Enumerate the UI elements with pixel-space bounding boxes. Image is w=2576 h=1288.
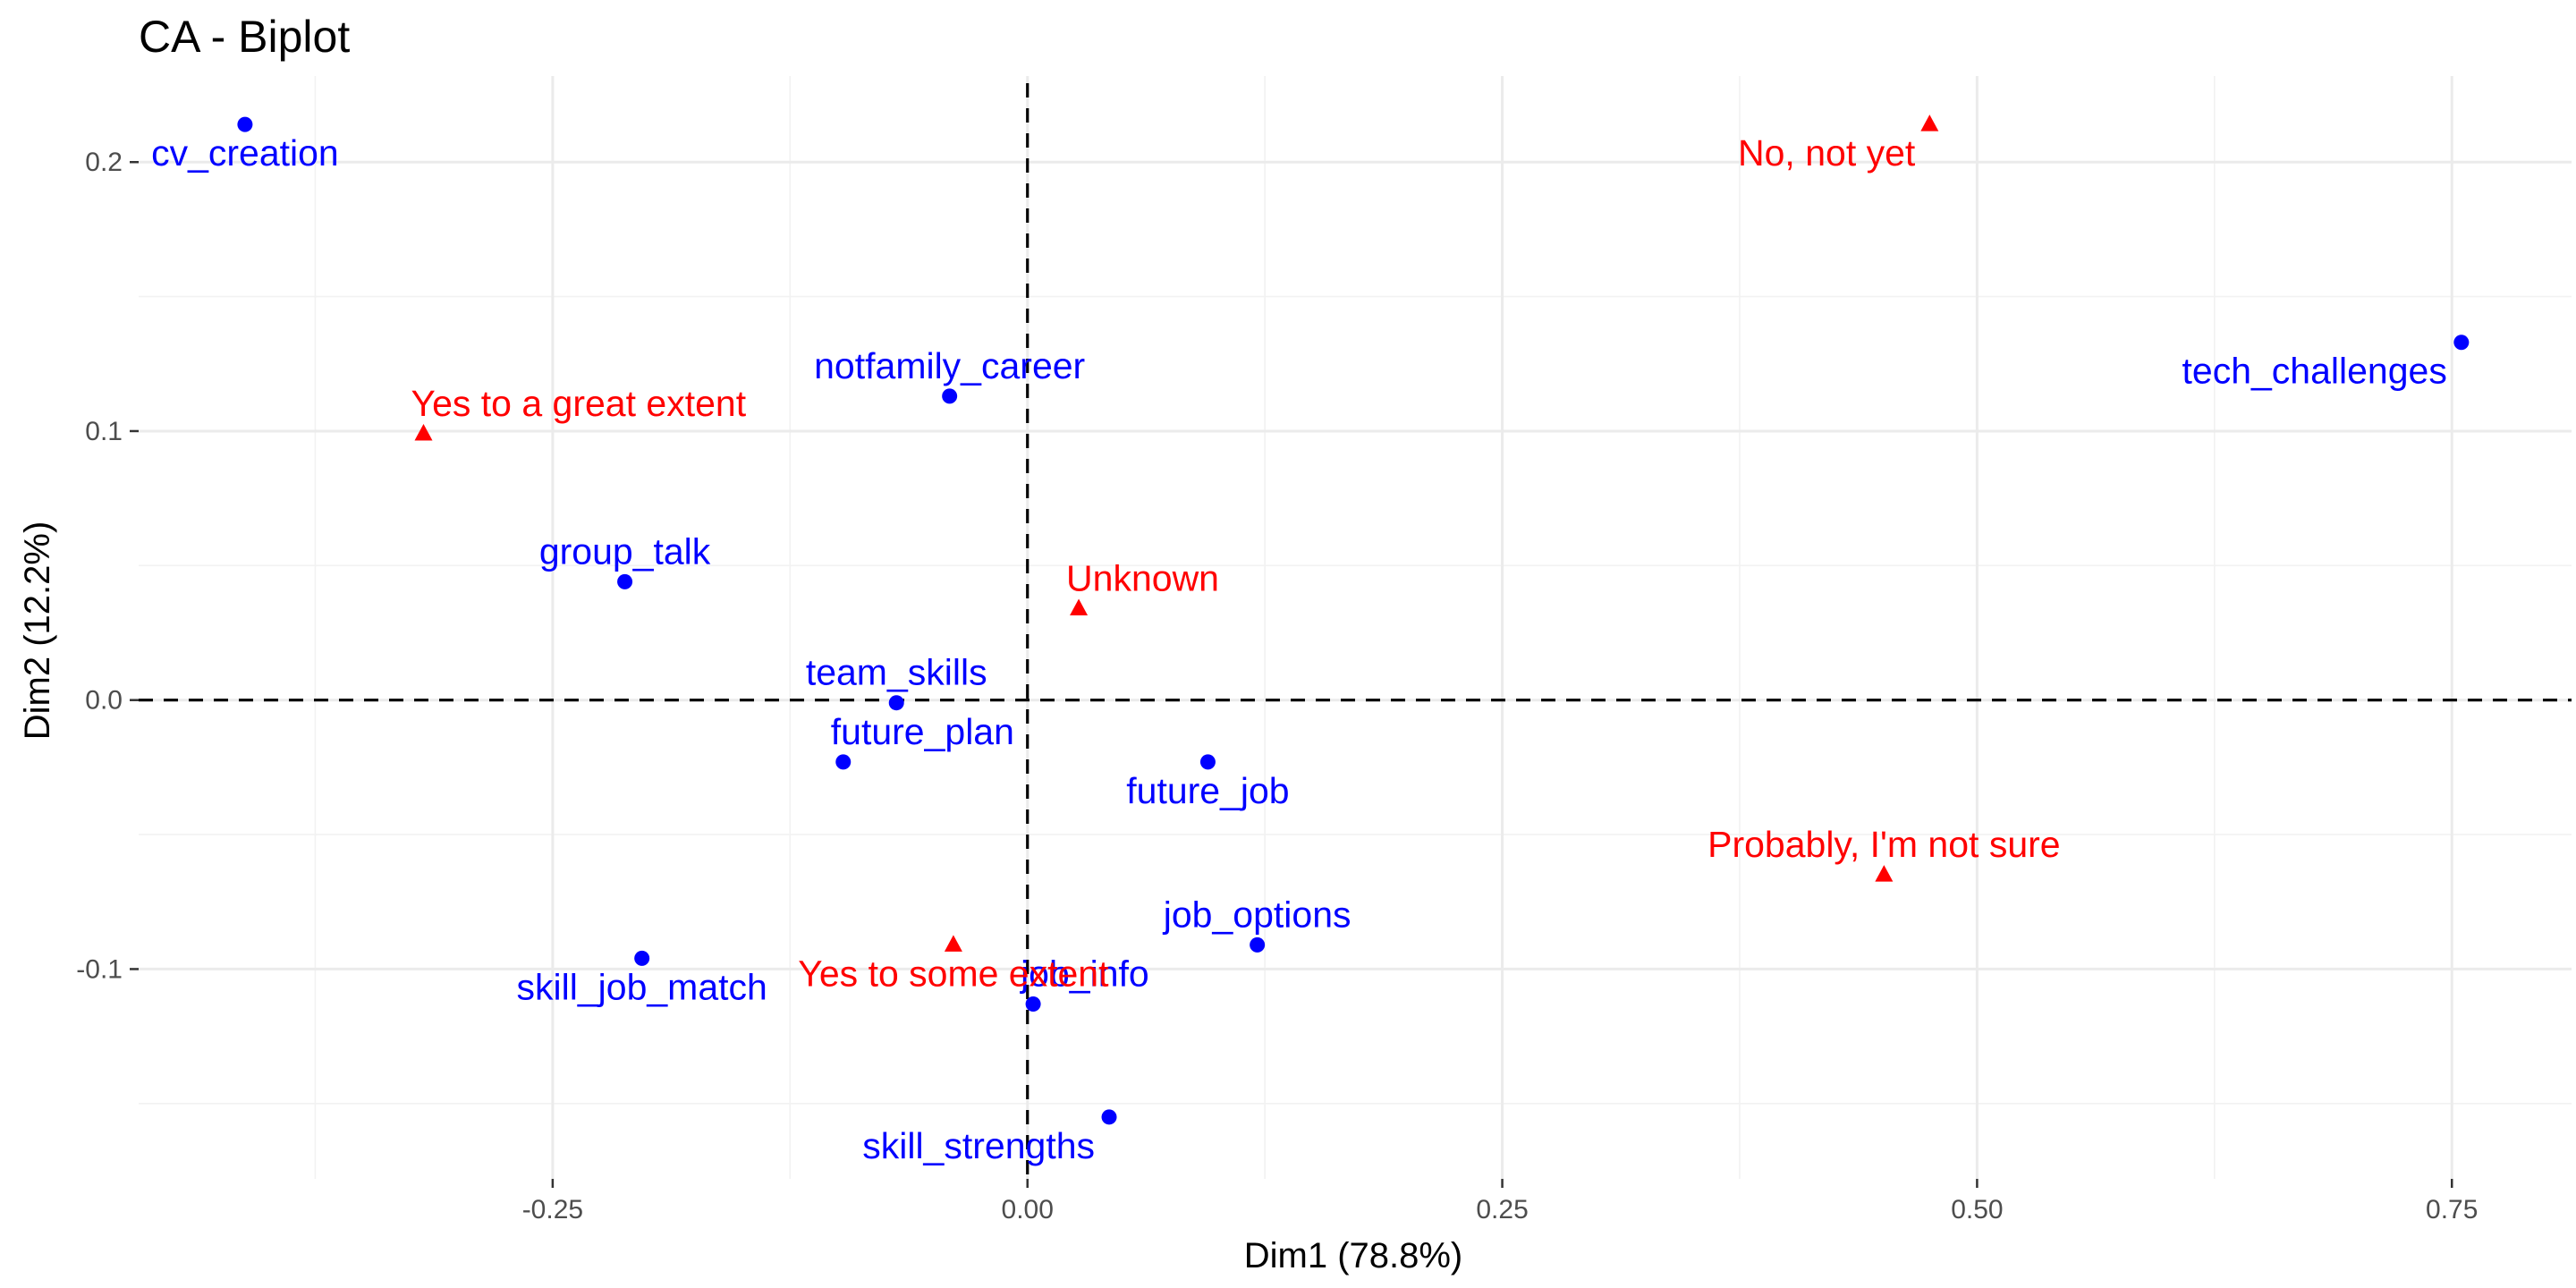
chart-title: CA - Biplot — [139, 12, 350, 62]
point-label: Unknown — [1066, 557, 1219, 598]
point-label: job_info — [1020, 953, 1149, 995]
circle-point — [835, 754, 852, 770]
triangle-point — [944, 935, 962, 952]
circle-point — [617, 573, 633, 589]
point-label: future_job — [1126, 770, 1289, 811]
x-tick-label: 0.50 — [1951, 1195, 2003, 1224]
circle-point — [634, 950, 650, 966]
point-label: Yes to some extent — [798, 953, 1109, 994]
data-points — [237, 114, 2470, 1125]
y-axis-title: Dim2 (12.2%) — [18, 521, 57, 741]
triangle-point — [1875, 865, 1894, 882]
y-tick-label: -0.1 — [76, 954, 123, 984]
point-label: future_plan — [831, 711, 1014, 752]
x-tick-label: 0.00 — [1002, 1195, 1054, 1224]
axis-ticks: -0.25 0.00 0.25 0.50 0.75 -0.1 0.0 0.1 0.2 — [76, 148, 2478, 1224]
point-label: tech_challenges — [2182, 351, 2447, 392]
circle-point — [2453, 335, 2470, 351]
y-tick-label: 0.0 — [85, 686, 123, 716]
grid — [139, 76, 2572, 1179]
point-label: Probably, I'm not sure — [1707, 824, 2060, 865]
reference-lines — [139, 83, 2572, 1179]
point-label: skill_strengths — [862, 1125, 1095, 1166]
point-label: Yes to a great extent — [411, 383, 747, 424]
triangle-point — [1070, 598, 1089, 615]
circle-point — [1101, 1109, 1117, 1125]
y-tick-label: 0.2 — [85, 148, 123, 177]
point-label: skill_job_match — [517, 966, 767, 1007]
circle-point — [237, 116, 253, 132]
point-labels: cv_creation tech_challenges notfamily_care… — [151, 132, 2447, 1166]
circle-point — [1250, 936, 1266, 953]
y-tick-label: 0.1 — [85, 417, 123, 446]
point-label: No, not yet — [1738, 132, 1916, 174]
x-axis-title: Dim1 (78.8%) — [1244, 1236, 1463, 1275]
circle-point — [888, 695, 904, 711]
circle-point — [1199, 754, 1216, 770]
x-tick-label: -0.25 — [522, 1195, 583, 1224]
triangle-point — [1920, 114, 1939, 131]
x-tick-label: 0.75 — [2426, 1195, 2478, 1224]
point-label: cv_creation — [151, 132, 339, 174]
triangle-point — [414, 423, 433, 441]
circle-point — [1025, 996, 1041, 1013]
point-label: job_options — [1163, 894, 1352, 935]
point-label: team_skills — [806, 652, 987, 693]
circle-point — [942, 388, 958, 404]
x-tick-label: 0.25 — [1476, 1195, 1528, 1224]
point-label: group_talk — [539, 530, 711, 572]
point-label: notfamily_career — [814, 345, 1085, 386]
